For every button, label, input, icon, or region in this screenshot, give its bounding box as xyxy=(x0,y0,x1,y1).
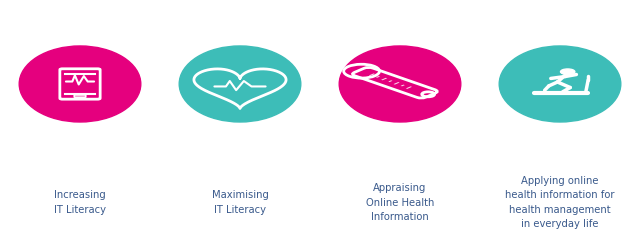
Ellipse shape xyxy=(339,46,461,122)
Text: Maximising
IT Literacy: Maximising IT Literacy xyxy=(212,190,268,215)
Circle shape xyxy=(561,69,575,75)
Text: Appraising
Online Health
Information: Appraising Online Health Information xyxy=(366,183,434,222)
Text: Applying online
health information for
health management
in everyday life: Applying online health information for h… xyxy=(505,176,615,229)
Ellipse shape xyxy=(19,46,141,122)
FancyBboxPatch shape xyxy=(369,73,375,76)
FancyBboxPatch shape xyxy=(394,82,399,84)
FancyBboxPatch shape xyxy=(406,86,412,89)
FancyBboxPatch shape xyxy=(376,76,380,78)
FancyBboxPatch shape xyxy=(401,85,405,86)
FancyBboxPatch shape xyxy=(388,80,392,82)
Ellipse shape xyxy=(499,46,621,122)
Text: Increasing
IT Literacy: Increasing IT Literacy xyxy=(54,190,106,215)
Ellipse shape xyxy=(179,46,301,122)
FancyBboxPatch shape xyxy=(381,78,387,80)
